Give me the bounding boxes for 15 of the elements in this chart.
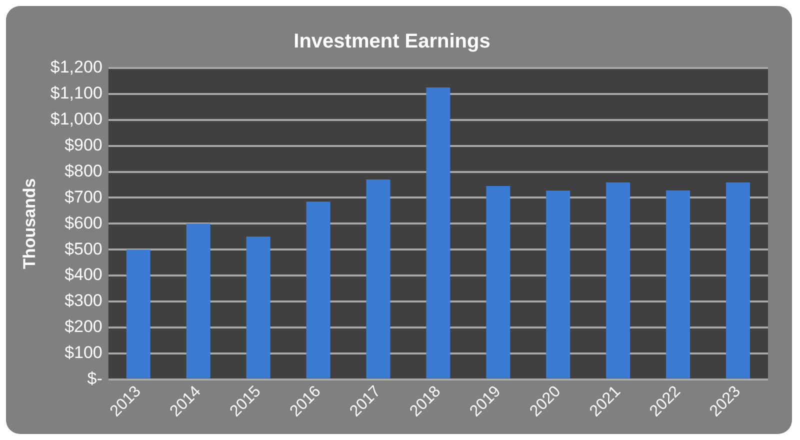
y-tick-label: $400 [64, 265, 102, 284]
y-tick-label: $1,200 [50, 58, 102, 77]
chart-title: Investment Earnings [294, 30, 490, 53]
y-tick-label: $- [87, 368, 102, 388]
y-tick-label: $900 [64, 136, 102, 154]
y-tick-label: $1,000 [50, 110, 102, 129]
y-tick-label: $800 [64, 161, 102, 180]
y-tick-label: $700 [64, 187, 102, 206]
y-tick-label: $600 [64, 213, 102, 232]
y-tick-label: $1,100 [50, 84, 102, 103]
y-tick-label: $300 [64, 291, 102, 310]
y-tick-label: $200 [64, 317, 102, 336]
y-tick-label: $100 [64, 343, 102, 362]
y-axis-title: Thousands [20, 178, 39, 269]
y-tick-label: $500 [64, 239, 102, 258]
